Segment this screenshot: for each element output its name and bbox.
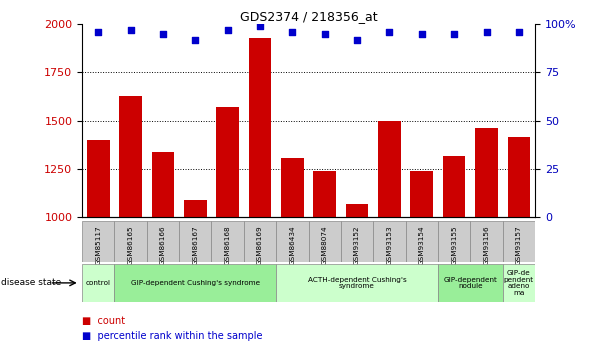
Bar <box>475 128 498 217</box>
Point <box>190 37 200 42</box>
Point <box>482 29 491 34</box>
Text: ACTH-dependent Cushing's
syndrome: ACTH-dependent Cushing's syndrome <box>308 277 407 289</box>
Bar <box>82 264 114 302</box>
Title: GDS2374 / 218356_at: GDS2374 / 218356_at <box>240 10 378 23</box>
Text: GIP-dependent Cushing's syndrome: GIP-dependent Cushing's syndrome <box>131 280 260 286</box>
Text: GSM86167: GSM86167 <box>192 226 198 265</box>
Bar <box>114 264 276 302</box>
Point <box>223 27 232 33</box>
Text: GSM93157: GSM93157 <box>516 226 522 265</box>
Text: ■  percentile rank within the sample: ■ percentile rank within the sample <box>82 332 263 341</box>
Point <box>255 23 265 29</box>
Text: disease state: disease state <box>1 278 61 287</box>
Bar <box>249 38 271 217</box>
Text: GSM93155: GSM93155 <box>451 226 457 265</box>
Bar <box>508 137 530 217</box>
Point <box>288 29 297 34</box>
Text: GSM93156: GSM93156 <box>483 226 489 265</box>
Text: GSM86165: GSM86165 <box>128 226 134 265</box>
Bar <box>438 264 503 302</box>
Bar <box>281 158 304 217</box>
Text: control: control <box>86 280 111 286</box>
Bar <box>216 107 239 217</box>
Point <box>352 37 362 42</box>
Text: GSM85117: GSM85117 <box>95 226 102 265</box>
Text: GSM93154: GSM93154 <box>419 226 425 265</box>
Bar <box>308 221 341 262</box>
Bar <box>438 221 471 262</box>
Bar <box>82 221 114 262</box>
Point <box>514 29 523 34</box>
Text: GSM86434: GSM86434 <box>289 226 295 265</box>
Bar <box>151 152 174 217</box>
Text: GSM93153: GSM93153 <box>387 226 392 265</box>
Text: GSM86166: GSM86166 <box>160 226 166 265</box>
Bar <box>114 221 147 262</box>
Bar <box>87 140 109 217</box>
Bar <box>119 96 142 217</box>
Point <box>320 31 330 37</box>
Bar <box>276 264 438 302</box>
Text: GIP-de
pendent
adeno
ma: GIP-de pendent adeno ma <box>504 270 534 296</box>
Bar <box>378 121 401 217</box>
Bar <box>443 156 466 217</box>
Text: GIP-dependent
nodule: GIP-dependent nodule <box>443 277 497 289</box>
Bar <box>373 221 406 262</box>
Bar <box>147 221 179 262</box>
Bar <box>410 171 433 217</box>
Text: ■  count: ■ count <box>82 316 125 326</box>
Point <box>417 31 427 37</box>
Point <box>449 31 459 37</box>
Point <box>94 29 103 34</box>
Bar <box>406 221 438 262</box>
Bar <box>313 171 336 217</box>
Bar <box>276 221 308 262</box>
Bar <box>184 200 207 217</box>
Point <box>158 31 168 37</box>
Point <box>126 27 136 33</box>
Bar <box>503 221 535 262</box>
Bar <box>212 221 244 262</box>
Bar <box>179 221 212 262</box>
Text: GSM86168: GSM86168 <box>225 226 230 265</box>
Text: GSM86169: GSM86169 <box>257 226 263 265</box>
Point <box>385 29 395 34</box>
Bar <box>346 204 368 217</box>
Text: GSM88074: GSM88074 <box>322 226 328 265</box>
Bar <box>503 264 535 302</box>
Bar <box>244 221 276 262</box>
Text: GSM93152: GSM93152 <box>354 226 360 265</box>
Bar <box>471 221 503 262</box>
Bar <box>341 221 373 262</box>
